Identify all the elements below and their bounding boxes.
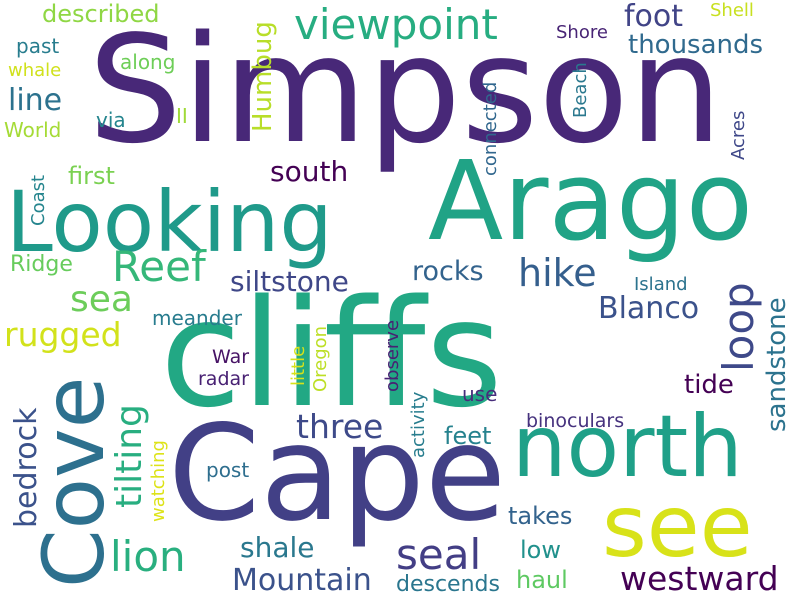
word-post: post — [206, 458, 250, 482]
word-oregon: Oregon — [310, 325, 331, 392]
word-seal: seal — [396, 530, 482, 579]
word-blanco: Blanco — [598, 291, 700, 326]
word-south: south — [270, 155, 349, 188]
word-foot: foot — [624, 0, 684, 34]
word-first: first — [68, 162, 115, 190]
word-world: World — [4, 118, 62, 142]
word-shore: Shore — [556, 22, 608, 43]
word-humbug: Humbug — [248, 21, 278, 132]
word-cliffs: cliffs — [160, 268, 503, 440]
word-island: Island — [634, 274, 688, 295]
word-thousands: thousands — [628, 30, 764, 60]
word-cove: Cove — [25, 376, 123, 588]
word-westward: westward — [620, 559, 779, 598]
word-cape: Cape — [168, 397, 507, 551]
word-coast: Coast — [28, 174, 49, 226]
word-siltstone: siltstone — [230, 265, 349, 298]
word-use: use — [462, 382, 498, 406]
word-binoculars: binoculars — [526, 410, 625, 432]
word-war: War — [212, 346, 250, 368]
word-sea: sea — [70, 279, 133, 320]
word-hike: hike — [518, 251, 597, 295]
word-viewpoint: viewpoint — [294, 0, 498, 49]
word-observe: observe — [382, 319, 403, 392]
word-loop: loop — [714, 282, 763, 372]
word-sandstone: sandstone — [762, 297, 792, 432]
word-north: north — [512, 397, 743, 497]
word-low: low — [520, 536, 561, 564]
word-whale: whale — [8, 60, 62, 81]
word-feet: feet — [444, 422, 492, 450]
word-see: see — [602, 477, 753, 577]
word-looking: Looking — [6, 173, 333, 271]
word-line: line — [8, 83, 63, 118]
word-watching: watching — [148, 440, 169, 522]
word-little: little — [288, 345, 309, 386]
word-described: described — [42, 0, 160, 28]
word-beach: Beach — [570, 62, 591, 118]
word-reef: Reef — [112, 242, 206, 291]
word-rocks: rocks — [412, 256, 484, 287]
word-shell: Shell — [710, 0, 754, 21]
word-radar: radar — [198, 368, 249, 390]
word-tide: tide — [684, 370, 734, 400]
word-three: three — [296, 407, 384, 446]
word-mountain: Mountain — [232, 563, 372, 598]
word-lion: lion — [110, 532, 186, 581]
word-haul: haul — [516, 566, 568, 594]
word-rugged: rugged — [4, 315, 122, 354]
word-ii: II — [176, 104, 188, 128]
word-meander: meander — [152, 306, 242, 330]
word-arago: Arago — [428, 137, 754, 265]
word-along: along — [120, 50, 176, 74]
word-tilting: tilting — [109, 404, 150, 508]
word-connected: connected — [480, 81, 501, 176]
word-takes: takes — [508, 502, 573, 530]
word-acres: Acres — [728, 110, 749, 160]
word-descends: descends — [396, 572, 500, 597]
word-bedrock: bedrock — [9, 407, 44, 528]
word-ridge: Ridge — [10, 252, 73, 277]
word-past: past — [16, 34, 60, 58]
word-shale: shale — [240, 531, 315, 564]
word-activity: activity — [408, 391, 429, 458]
word-via: via — [96, 108, 126, 132]
word-simpson: Simpson — [88, 4, 723, 176]
